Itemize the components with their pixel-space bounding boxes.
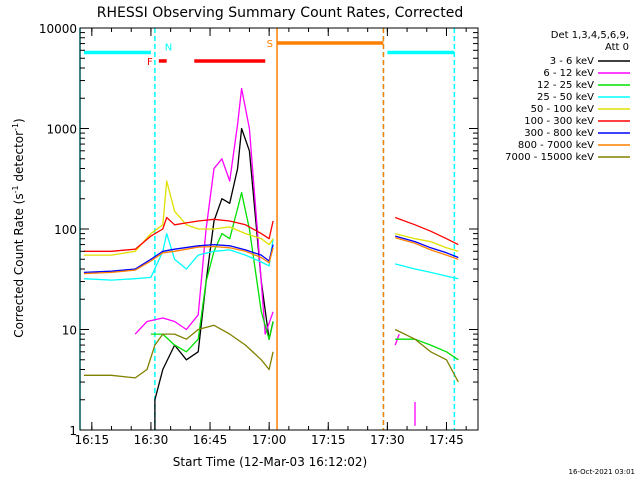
x-tick-label: 17:45	[429, 433, 464, 447]
series-line-5	[83, 180, 274, 256]
legend-title-line-1: Det 1,3,4,5,6,9,	[551, 30, 629, 41]
legend-label: 100 - 300 keV	[524, 116, 594, 127]
series-line-7	[83, 243, 274, 274]
annotations-layer: F N S	[79, 28, 456, 430]
legend-label: 7000 - 15000 keV	[505, 152, 594, 163]
x-tick-label: 17:30	[370, 433, 405, 447]
legend-label: 25 - 50 keV	[537, 92, 594, 103]
legend-label: 12 - 25 keV	[537, 80, 594, 91]
y-axis-label: Corrected Count Rate (s-1 detector-1)	[11, 118, 26, 337]
series-line-9	[394, 328, 459, 383]
legend-label: 3 - 6 keV	[550, 56, 594, 67]
legend-label: 6 - 12 keV	[543, 68, 594, 79]
series-line-4	[395, 263, 459, 280]
series-line-6	[83, 216, 274, 252]
series-line-3	[150, 191, 274, 353]
chart-title: RHESSI Observing Summary Count Rates, Co…	[97, 5, 463, 21]
series-line-7	[395, 235, 459, 259]
x-tick-label: 16:45	[193, 433, 228, 447]
legend-label: 300 - 800 keV	[524, 128, 594, 139]
series-line-1	[154, 127, 274, 430]
series-line-3	[395, 338, 459, 361]
legend-title-line-2: Att 0	[605, 42, 629, 53]
y-tick-label: 1000	[46, 123, 77, 137]
plot-frame	[79, 27, 479, 431]
x-axis-label: Start Time (12-Mar-03 16:12:02)	[173, 455, 367, 469]
y-tick-label: 100	[54, 223, 77, 237]
x-tick-label: 16:15	[75, 433, 110, 447]
legend-label: 800 - 7000 keV	[518, 140, 594, 151]
annotation-flag-label: S	[267, 39, 273, 50]
x-tick-label: 17:00	[252, 433, 287, 447]
series-line-6	[394, 216, 459, 246]
series-line-2	[134, 87, 274, 335]
date-stamp: 16-Oct-2021 03:01	[569, 468, 635, 476]
y-tick-label: 10000	[39, 22, 77, 36]
series-line-4	[83, 232, 274, 281]
x-tick-label: 17:15	[311, 433, 346, 447]
y-tick-label: 1	[69, 424, 77, 438]
series-line-8	[395, 237, 459, 260]
series-line-8	[83, 245, 274, 275]
legend-label: 50 - 100 keV	[531, 104, 595, 115]
annotation-flag-label: F	[147, 57, 153, 68]
x-tick-label: 16:30	[134, 433, 169, 447]
series-line-5	[395, 232, 459, 252]
y-tick-label: 10	[62, 324, 77, 338]
annotation-flag-label: N	[165, 43, 172, 54]
series-layer	[83, 87, 459, 430]
axes-layer: 16:15 16:30 16:45 17:00 17:15 17:30 17:45 1 10 10…	[39, 22, 479, 447]
series-line-9	[83, 324, 274, 379]
